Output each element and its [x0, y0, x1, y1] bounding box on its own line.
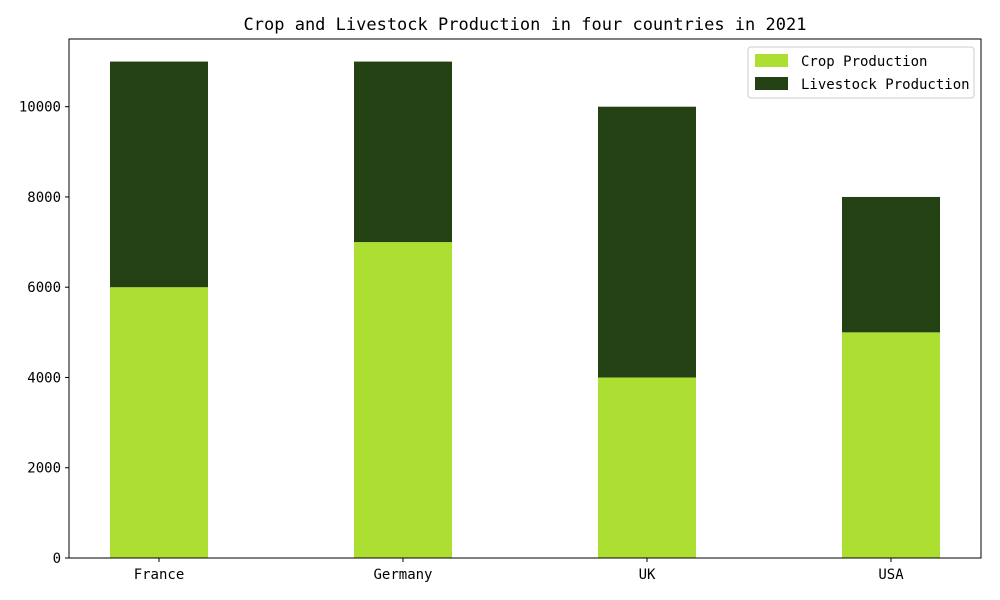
plot-frame	[68, 38, 982, 559]
x-tick-label: France	[134, 567, 185, 583]
axes-layer	[68, 38, 982, 559]
bar-uk-livestock-production	[598, 106, 696, 378]
legend-swatch	[755, 77, 788, 90]
chart-title: Crop and Livestock Production in four co…	[244, 15, 807, 35]
x-tick-label: USA	[878, 567, 904, 583]
y-tick-label: 4000	[27, 370, 61, 386]
bar-germany-crop-production	[354, 242, 452, 558]
legend-box	[747, 46, 975, 99]
y-axis-ticks: 0 2000 4000 6000 8000 10000	[19, 100, 69, 567]
y-tick-label: 2000	[27, 461, 61, 477]
x-axis-ticks: France Germany UK USA	[134, 558, 904, 583]
bar-uk-crop-production	[598, 377, 696, 558]
legend: Crop Production Livestock Production	[747, 46, 975, 99]
y-tick-label: 8000	[27, 190, 61, 206]
bar-usa-crop-production	[842, 332, 940, 558]
bar-france-livestock-production	[110, 61, 208, 288]
y-tick-label: 6000	[27, 280, 61, 296]
x-tick-label: UK	[639, 567, 656, 583]
x-tick-label: Germany	[373, 567, 432, 583]
bar-usa-livestock-production	[842, 196, 940, 333]
legend-label: Livestock Production	[801, 77, 970, 93]
legend-label: Crop Production	[801, 54, 927, 70]
bars-layer	[110, 61, 940, 558]
legend-swatch	[755, 54, 788, 67]
bar-france-crop-production	[110, 287, 208, 558]
y-tick-label: 10000	[19, 100, 61, 116]
bar-germany-livestock-production	[354, 61, 452, 243]
y-tick-label: 0	[53, 551, 61, 567]
